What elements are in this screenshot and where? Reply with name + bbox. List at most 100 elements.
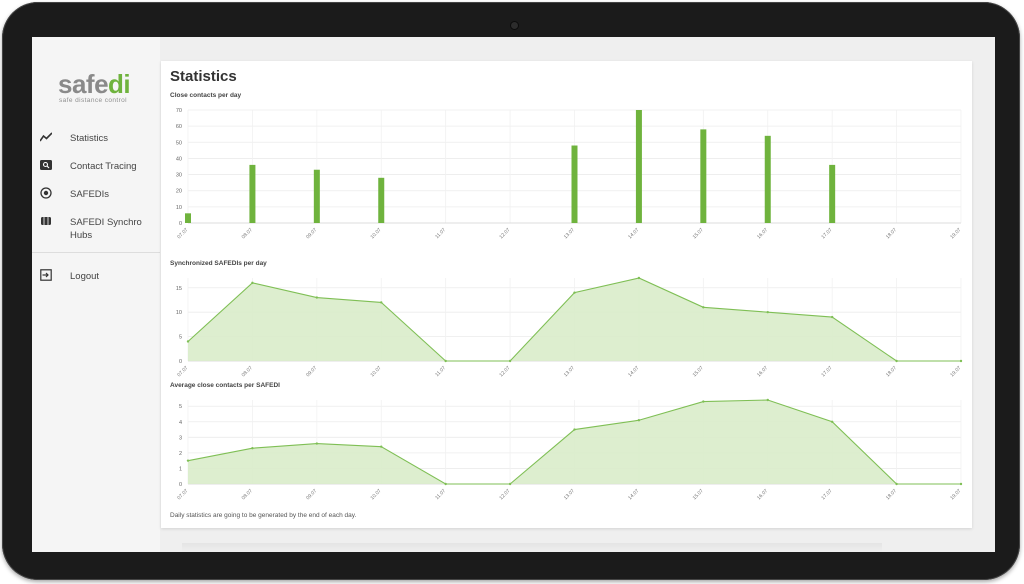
x-tick-label: 08.07 xyxy=(241,488,254,501)
y-tick-label: 40 xyxy=(176,156,182,162)
y-tick-label: 10 xyxy=(176,205,182,211)
y-tick-label: 30 xyxy=(176,173,182,179)
data-point-08.07[interactable] xyxy=(251,447,254,450)
x-tick-label: 16.07 xyxy=(756,227,769,240)
logout-button[interactable]: Logout xyxy=(32,263,160,283)
x-tick-label: 11.07 xyxy=(434,365,447,378)
data-point-11.07[interactable] xyxy=(444,359,447,363)
y-tick-label: 4 xyxy=(179,420,182,426)
sidebar-item-statistics[interactable]: Statistics xyxy=(32,125,160,153)
x-tick-label: 17.07 xyxy=(820,365,833,378)
sidebar-nav: Statistics Contact Tracing SAFEDIs xyxy=(32,125,160,249)
x-tick-label: 19.07 xyxy=(949,488,962,501)
x-tick-label: 09.07 xyxy=(305,488,318,501)
y-tick-label: 0 xyxy=(179,221,182,227)
camera-dot xyxy=(511,22,518,29)
data-point-13.07[interactable] xyxy=(573,291,576,294)
logo-wordmark: safedi xyxy=(58,71,146,97)
data-point-15.07[interactable] xyxy=(702,400,705,403)
trend-line-icon xyxy=(40,132,52,142)
bar-10.07[interactable] xyxy=(378,177,385,223)
y-tick-label: 5 xyxy=(179,335,182,341)
x-tick-label: 14.07 xyxy=(627,227,640,240)
x-tick-label: 08.07 xyxy=(241,365,254,378)
bar-07.07[interactable] xyxy=(185,213,191,223)
data-point-19.07[interactable] xyxy=(959,359,963,363)
x-tick-label: 18.07 xyxy=(885,488,898,501)
y-tick-label: 0 xyxy=(179,482,182,488)
sidebar-divider xyxy=(32,252,160,253)
bar-14.07[interactable] xyxy=(635,110,642,223)
data-point-08.07[interactable] xyxy=(251,281,254,285)
data-point-15.07[interactable] xyxy=(702,306,705,309)
data-point-10.07[interactable] xyxy=(380,301,383,304)
sidebar-item-synchro-hubs[interactable]: SAFEDI Synchro Hubs xyxy=(32,209,160,249)
x-tick-label: 19.07 xyxy=(949,227,962,240)
x-tick-label: 08.07 xyxy=(241,227,254,240)
footnote-text: Daily statistics are going to be generat… xyxy=(170,512,357,519)
bottom-shadow xyxy=(182,543,882,552)
bar-16.07[interactable] xyxy=(764,135,771,223)
x-tick-label: 15.07 xyxy=(692,365,705,378)
sidebar-item-label: SAFEDIs xyxy=(70,189,110,200)
bar-17.07[interactable] xyxy=(829,164,836,223)
logout-label: Logout xyxy=(70,271,100,282)
x-tick-label: 19.07 xyxy=(949,365,962,378)
x-tick-label: 10.07 xyxy=(370,365,383,378)
bar-15.07[interactable] xyxy=(700,129,707,223)
logo-tagline: safe distance control xyxy=(59,97,128,104)
data-point-14.07[interactable] xyxy=(637,276,641,280)
x-tick-label: 16.07 xyxy=(756,365,769,378)
bar-08.07[interactable] xyxy=(249,164,256,223)
data-point-16.07[interactable] xyxy=(766,398,769,402)
chart-title-synchronized: Synchronized SAFEDIs per day xyxy=(170,260,267,267)
data-point-17.07[interactable] xyxy=(830,315,834,319)
y-tick-label: 0 xyxy=(179,359,182,365)
data-point-13.07[interactable] xyxy=(573,428,576,431)
statistics-card: Statistics Close contacts per day 0 10 20 3… xyxy=(161,61,972,528)
sidebar-item-contact-tracing[interactable]: Contact Tracing xyxy=(32,153,160,181)
x-tick-label: 15.07 xyxy=(692,488,705,501)
data-point-18.07[interactable] xyxy=(895,482,898,486)
x-tick-label: 07.07 xyxy=(176,227,189,240)
data-point-09.07[interactable] xyxy=(315,296,319,299)
data-point-11.07[interactable] xyxy=(444,482,447,486)
data-point-10.07[interactable] xyxy=(380,445,383,448)
bar-13.07[interactable] xyxy=(571,145,578,223)
x-tick-label: 12.07 xyxy=(498,365,511,378)
hub-icon xyxy=(41,217,51,225)
data-point-09.07[interactable] xyxy=(315,442,319,445)
x-tick-label: 13.07 xyxy=(563,227,576,240)
x-tick-label: 18.07 xyxy=(885,227,898,240)
data-point-16.07[interactable] xyxy=(766,310,769,314)
screen: safedi safe distance control Statistics xyxy=(32,37,995,552)
x-tick-label: 09.07 xyxy=(305,365,318,378)
data-point-18.07[interactable] xyxy=(895,359,898,363)
x-tick-label: 11.07 xyxy=(434,488,447,501)
safedi-logo[interactable]: safedi safe distance control xyxy=(58,71,146,107)
bar-09.07[interactable] xyxy=(313,169,320,223)
data-point-14.07[interactable] xyxy=(637,419,641,422)
x-tick-label: 14.07 xyxy=(627,488,640,501)
y-tick-label: 15 xyxy=(176,286,182,292)
radio-target-icon xyxy=(40,187,52,199)
x-tick-label: 07.07 xyxy=(176,365,189,378)
data-point-07.07[interactable] xyxy=(186,459,190,462)
logo-word-gray: safe xyxy=(58,69,109,99)
x-tick-label: 13.07 xyxy=(563,365,576,378)
logout-icon xyxy=(40,269,52,281)
data-point-12.07[interactable] xyxy=(508,482,512,486)
x-tick-label: 16.07 xyxy=(756,488,769,501)
data-point-17.07[interactable] xyxy=(830,420,834,423)
y-tick-label: 3 xyxy=(179,435,182,441)
data-point-12.07[interactable] xyxy=(508,359,512,363)
logo-word-green: di xyxy=(108,69,131,99)
close-contacts-bar-chart: 0 10 20 30 40 50 60 70 07.07 08.07 09.07 10.07 11.07… xyxy=(176,108,963,240)
sidebar-item-safedis[interactable]: SAFEDIs xyxy=(32,181,160,209)
y-tick-label: 70 xyxy=(176,108,182,114)
x-tick-label: 07.07 xyxy=(176,488,189,501)
sidebar-item-label: Statistics xyxy=(70,133,109,144)
data-point-19.07[interactable] xyxy=(959,482,963,486)
data-point-07.07[interactable] xyxy=(186,340,190,343)
